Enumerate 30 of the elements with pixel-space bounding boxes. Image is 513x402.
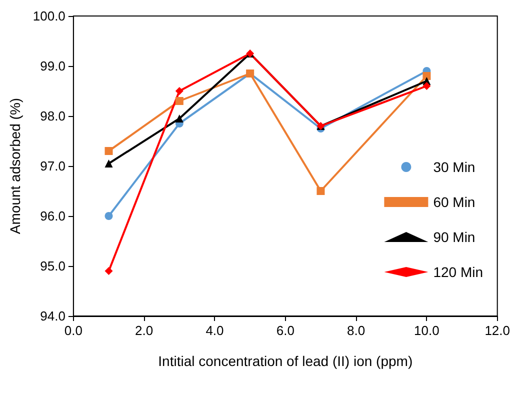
x-tick-label: 0.0 <box>64 323 82 338</box>
x-tick-label: 10.0 <box>414 323 440 338</box>
y-tick-label: 99.0 <box>40 58 66 74</box>
y-tick-label: 95.0 <box>40 258 66 274</box>
point <box>422 72 431 80</box>
y-tick-label: 94.0 <box>40 308 66 324</box>
y-tick-label: 98.0 <box>40 108 66 124</box>
legend-label: 90 Min <box>433 229 476 245</box>
x-axis-title: Intitial concentration of lead (II) ion (ppm) <box>158 353 413 369</box>
point <box>104 267 113 275</box>
legend-label: 30 Min <box>433 159 476 175</box>
point <box>175 114 184 122</box>
x-tick-label: 8.0 <box>347 323 366 338</box>
point <box>104 160 113 168</box>
point <box>175 87 184 95</box>
y-tick-label: 96.0 <box>40 208 66 224</box>
y-tick-label: 100.0 <box>32 8 66 24</box>
y-axis-title: Amount adsorbed (%) <box>7 98 23 234</box>
x-tick-label: 2.0 <box>135 323 154 338</box>
point <box>175 97 184 105</box>
x-tick-label: 12.0 <box>484 323 510 338</box>
legend-label: 120 Min <box>433 264 484 280</box>
y-tick-label: 97.0 <box>40 158 66 174</box>
x-tick-label: 4.0 <box>206 323 224 338</box>
legend-label: 60 Min <box>433 194 476 210</box>
point <box>316 187 325 195</box>
point <box>422 82 431 90</box>
point <box>104 212 113 220</box>
x-tick-label: 6.0 <box>276 323 294 338</box>
point <box>104 147 113 155</box>
